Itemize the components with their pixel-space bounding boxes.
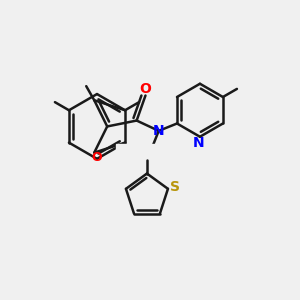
Text: S: S [170, 180, 180, 194]
Text: N: N [193, 136, 204, 150]
Bar [116, 144, 178, 224]
Text: O: O [91, 152, 102, 164]
Text: N: N [153, 124, 164, 138]
Text: O: O [140, 82, 152, 96]
